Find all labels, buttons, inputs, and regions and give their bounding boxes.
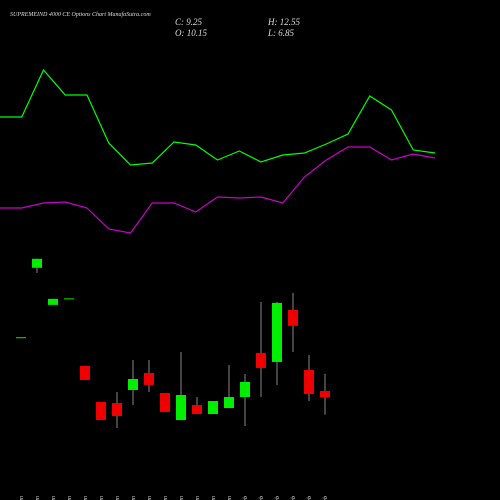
- candle-body: [128, 378, 138, 391]
- candle-body: [272, 302, 282, 362]
- candle-body: [192, 405, 202, 415]
- high-label: H: 12.55: [267, 17, 300, 27]
- x-tick-label: 19 Jan: [83, 496, 89, 500]
- candle-body: [176, 395, 186, 421]
- candle-body: [224, 397, 234, 409]
- candle-body: [80, 365, 90, 380]
- x-tick-label: 09 Jan: [35, 496, 41, 500]
- x-tick-label: 31 Jan: [227, 496, 233, 500]
- x-tick-label: 10 Jan: [51, 496, 57, 500]
- x-tick-label: 01 Jan: [19, 496, 25, 500]
- candle-body: [48, 298, 58, 305]
- candle-body: [160, 393, 170, 413]
- x-tick-label: 07 Feb: [323, 496, 329, 500]
- indicator-line: [0, 68, 436, 166]
- x-tick-label: 06 Feb: [307, 496, 313, 500]
- candle-body: [208, 401, 218, 415]
- candle-body: [320, 391, 330, 398]
- candle-body: [144, 372, 154, 385]
- close-label: C: 9.25: [175, 17, 203, 27]
- open-label: O: 10.15: [175, 28, 207, 38]
- x-tick-label: 28 Jan: [179, 496, 185, 500]
- candle-body: [112, 403, 122, 417]
- x-tick-label: 16 Jan: [67, 496, 73, 500]
- x-tick-label: 30 Jan: [211, 496, 217, 500]
- candle-body: [64, 298, 74, 300]
- x-tick-label: 05 Feb: [291, 496, 297, 500]
- candle-body: [32, 258, 42, 268]
- x-tick-label: 03 Feb: [259, 496, 265, 500]
- x-tick-label: 23 Jan: [147, 496, 153, 500]
- indicator-line: [0, 146, 436, 234]
- candle-body: [304, 369, 314, 395]
- x-tick-label: 01 Feb: [243, 496, 249, 500]
- candle-body: [256, 352, 266, 368]
- x-tick-label: 04 Feb: [274, 496, 281, 500]
- chart-title: SUPREMEIND 4000 CE Options Chart ManafaS…: [10, 11, 151, 18]
- candle-body: [288, 309, 298, 326]
- low-label: L: 6.85: [267, 28, 295, 38]
- candle-body: [240, 381, 250, 398]
- x-tick-label: 29 Jan: [195, 496, 201, 500]
- candle-body: [96, 402, 106, 421]
- x-tick-label: 21 Jan: [115, 496, 121, 500]
- x-tick-label: 27 Jan: [163, 496, 169, 500]
- candle-body: [16, 337, 26, 339]
- x-tick-label: 20 Jan: [99, 496, 105, 500]
- x-tick-label: 22 Jan: [131, 496, 137, 500]
